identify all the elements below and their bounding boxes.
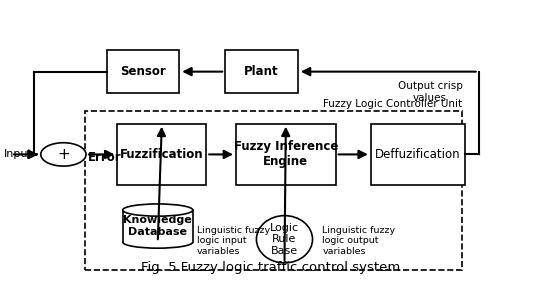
Text: Linguistic fuzzy
logic output
variables: Linguistic fuzzy logic output variables [322,226,395,255]
Circle shape [41,143,86,166]
FancyBboxPatch shape [371,124,465,185]
Text: Sensor: Sensor [120,65,166,78]
Text: Fig. 5.Fuzzy logic traffic control system: Fig. 5.Fuzzy logic traffic control syste… [141,261,401,274]
Text: Plant: Plant [244,65,279,78]
FancyBboxPatch shape [107,50,179,93]
Text: Input: Input [4,149,33,159]
Text: Fuzzy Inference
Engine: Fuzzy Inference Engine [234,140,338,168]
Text: Deffuzification: Deffuzification [375,148,461,161]
Ellipse shape [256,216,313,263]
Text: Fuzzification: Fuzzification [120,148,204,161]
Text: Knowledge
Database: Knowledge Database [124,215,192,237]
FancyBboxPatch shape [236,124,335,185]
Text: Logic
Rule
Base: Logic Rule Base [270,223,299,256]
Text: Linguistic fuzzy
logic input
variables: Linguistic fuzzy logic input variables [197,226,270,255]
Text: Error: Error [88,151,121,164]
FancyBboxPatch shape [225,50,298,93]
Text: Fuzzy Logic Controller Unit: Fuzzy Logic Controller Unit [323,99,462,108]
Text: +: + [57,147,70,162]
Ellipse shape [122,204,193,216]
FancyBboxPatch shape [117,124,207,185]
Text: Output crisp
values: Output crisp values [398,81,462,103]
